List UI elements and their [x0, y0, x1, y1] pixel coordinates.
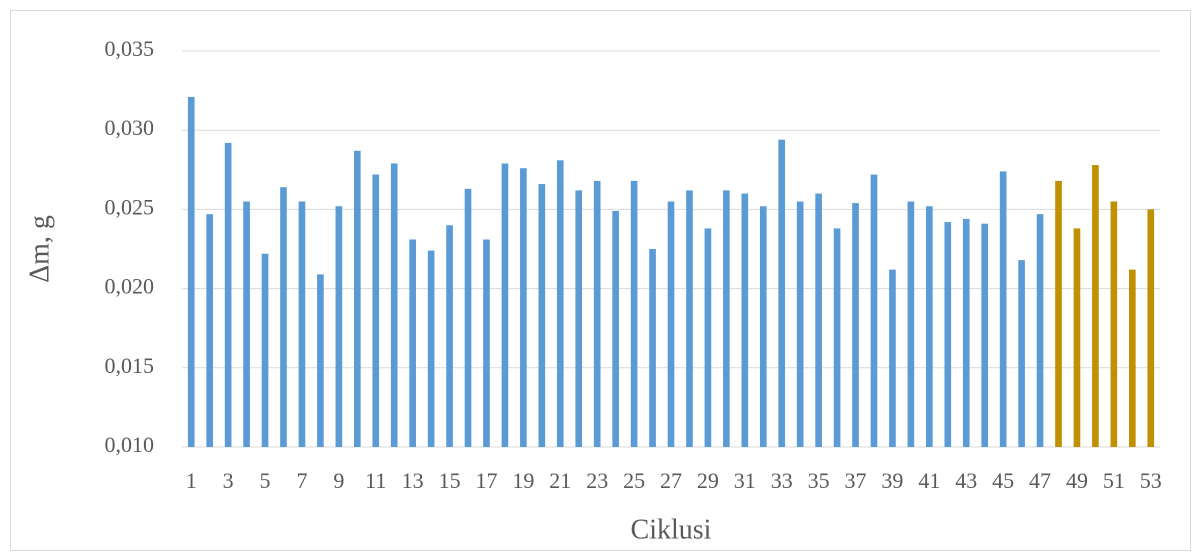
- bar: [870, 174, 878, 447]
- x-tick-label: 35: [808, 468, 830, 493]
- bar: [261, 253, 269, 447]
- x-tick-label: 45: [992, 468, 1014, 493]
- x-tick-label: 41: [918, 468, 940, 493]
- x-tick-label: 3: [223, 468, 234, 493]
- bar: [889, 269, 896, 447]
- y-tick-label: 0,015: [105, 353, 155, 378]
- x-axis-title: Ciklusi: [631, 514, 712, 545]
- x-tick-label: 19: [512, 468, 534, 493]
- y-tick-label: 0,010: [105, 432, 155, 457]
- bar: [1073, 228, 1081, 447]
- bar: [409, 239, 416, 447]
- y-tick-label: 0,025: [105, 194, 155, 219]
- bar: [501, 163, 509, 448]
- y-axis-title: Δm, g: [24, 215, 55, 283]
- x-tick-label: 31: [734, 468, 756, 493]
- bar: [427, 250, 435, 447]
- bar: [1018, 260, 1025, 447]
- bar: [464, 188, 472, 448]
- bar: [446, 225, 453, 447]
- bar: [298, 201, 306, 447]
- bar: [335, 206, 343, 447]
- x-tick-label: 25: [623, 468, 645, 493]
- x-tick-label: 23: [586, 468, 608, 493]
- bar: [538, 184, 546, 447]
- bar: [907, 201, 915, 447]
- bar: [852, 203, 859, 447]
- y-tick-label: 0,020: [105, 274, 155, 299]
- x-tick-label: 17: [475, 468, 497, 493]
- bar: [999, 171, 1007, 447]
- x-tick-label: 7: [296, 468, 307, 493]
- bar: [723, 190, 730, 447]
- bar: [206, 214, 214, 447]
- bar: [520, 168, 527, 447]
- bar: [704, 228, 712, 447]
- x-tick-label: 33: [771, 468, 793, 493]
- x-tick-label: 37: [845, 468, 867, 493]
- x-tick-label: 1: [186, 468, 197, 493]
- x-tick-label: 29: [697, 468, 719, 493]
- bar: [1147, 209, 1155, 447]
- bar: [575, 190, 583, 447]
- bar: [667, 201, 675, 447]
- x-tick-label: 39: [881, 468, 903, 493]
- y-tick-label: 0,035: [105, 36, 155, 61]
- bar: [796, 201, 804, 447]
- bar: [556, 160, 564, 447]
- x-tick-label: 5: [260, 468, 271, 493]
- bar: [759, 206, 767, 447]
- bar: [1092, 165, 1099, 447]
- bar: [926, 206, 933, 447]
- bar: [630, 180, 638, 447]
- bar: [778, 139, 786, 448]
- bar: [815, 193, 822, 447]
- bar: [962, 218, 970, 447]
- bar: [1128, 269, 1136, 447]
- bar: [612, 210, 619, 447]
- bar: [1055, 180, 1062, 447]
- bar: [593, 180, 601, 447]
- bar: [317, 274, 324, 447]
- x-tick-label: 21: [549, 468, 571, 493]
- x-tick-label: 49: [1066, 468, 1088, 493]
- bar: [649, 249, 656, 447]
- bar: [483, 239, 490, 447]
- bar: [741, 193, 749, 447]
- x-tick-label: 43: [955, 468, 977, 493]
- bar: [833, 228, 841, 447]
- bar: [353, 150, 361, 448]
- bar: [686, 190, 693, 447]
- bar: [372, 174, 380, 447]
- x-tick-label: 53: [1140, 468, 1162, 493]
- bar: [390, 163, 398, 448]
- bar: [1110, 201, 1118, 447]
- bar: [243, 201, 250, 447]
- x-tick-label: 9: [333, 468, 344, 493]
- bar: [224, 142, 232, 447]
- bar: [981, 223, 989, 447]
- x-tick-label: 13: [402, 468, 424, 493]
- bar: [1036, 214, 1044, 447]
- x-tick-label: 15: [439, 468, 461, 493]
- bar: [187, 96, 195, 447]
- x-tick-label: 27: [660, 468, 682, 493]
- x-tick-label: 11: [365, 468, 386, 493]
- x-tick-label: 51: [1103, 468, 1125, 493]
- x-tick-label: 47: [1029, 468, 1051, 493]
- y-tick-label: 0,030: [105, 115, 155, 140]
- bar: [944, 222, 952, 447]
- bar: [280, 187, 287, 447]
